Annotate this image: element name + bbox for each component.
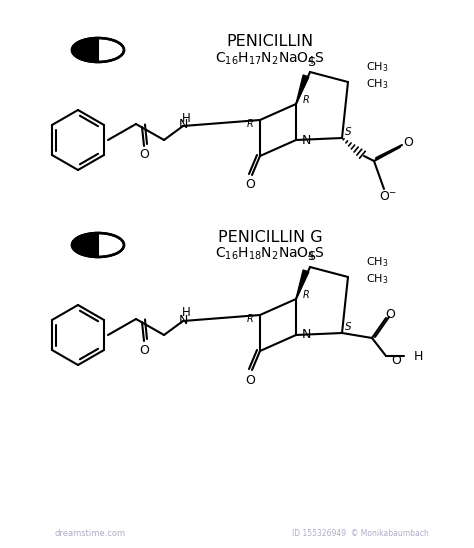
Polygon shape (296, 75, 309, 104)
Text: O: O (385, 307, 395, 321)
Text: O: O (139, 149, 149, 162)
Text: CH$_3$: CH$_3$ (366, 255, 389, 269)
Polygon shape (296, 270, 309, 299)
Text: O: O (245, 374, 255, 386)
Text: R: R (246, 314, 254, 324)
Polygon shape (98, 38, 124, 62)
Polygon shape (98, 233, 124, 257)
Text: S: S (307, 250, 315, 264)
Text: CH$_3$: CH$_3$ (366, 272, 389, 286)
Text: H: H (182, 306, 191, 319)
Text: dreamstime.com: dreamstime.com (55, 529, 126, 539)
Text: C$_{16}$H$_{18}$N$_{2}$NaO$_{4}$S: C$_{16}$H$_{18}$N$_{2}$NaO$_{4}$S (215, 246, 325, 262)
Text: R: R (302, 95, 310, 105)
Text: PENICILLIN: PENICILLIN (227, 35, 314, 49)
Text: N: N (178, 118, 188, 132)
Polygon shape (72, 233, 98, 257)
Text: R: R (302, 290, 310, 300)
Text: C$_{16}$H$_{17}$N$_{2}$NaO$_{4}$S: C$_{16}$H$_{17}$N$_{2}$NaO$_{4}$S (215, 51, 325, 67)
Text: N: N (301, 328, 310, 341)
Text: O: O (391, 353, 401, 367)
Text: PENICILLIN G: PENICILLIN G (218, 230, 322, 244)
Text: O: O (139, 344, 149, 357)
Text: H: H (182, 111, 191, 124)
Text: O$^{-}$: O$^{-}$ (379, 191, 397, 203)
Text: H: H (413, 350, 423, 362)
Text: N: N (178, 313, 188, 327)
Text: O: O (245, 179, 255, 191)
Polygon shape (72, 38, 98, 62)
Text: O: O (403, 135, 413, 149)
Text: N: N (301, 134, 310, 146)
Text: CH$_3$: CH$_3$ (366, 60, 389, 74)
Text: ID 155326949  © Monikabaumbach: ID 155326949 © Monikabaumbach (292, 529, 428, 539)
Text: S: S (345, 322, 351, 332)
Text: S: S (345, 127, 351, 137)
Text: CH$_3$: CH$_3$ (366, 77, 389, 91)
Text: R: R (246, 119, 254, 129)
Text: S: S (307, 55, 315, 68)
